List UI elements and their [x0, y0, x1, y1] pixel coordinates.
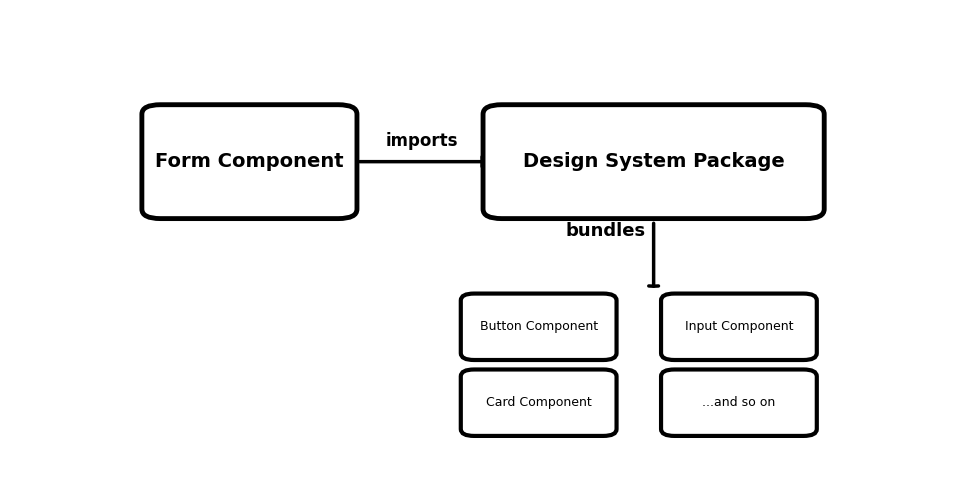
Text: ...and so on: ...and so on	[702, 396, 775, 409]
FancyBboxPatch shape	[142, 105, 357, 218]
FancyBboxPatch shape	[661, 369, 817, 436]
Text: Design System Package: Design System Package	[523, 152, 785, 171]
FancyBboxPatch shape	[461, 293, 616, 360]
Text: bundles: bundles	[566, 222, 645, 241]
Text: imports: imports	[386, 132, 458, 150]
FancyBboxPatch shape	[461, 369, 616, 436]
FancyBboxPatch shape	[483, 105, 824, 218]
Text: Button Component: Button Component	[479, 320, 598, 333]
Text: Form Component: Form Component	[155, 152, 344, 171]
Text: Card Component: Card Component	[486, 396, 591, 409]
Text: Input Component: Input Component	[684, 320, 793, 333]
FancyBboxPatch shape	[661, 293, 817, 360]
